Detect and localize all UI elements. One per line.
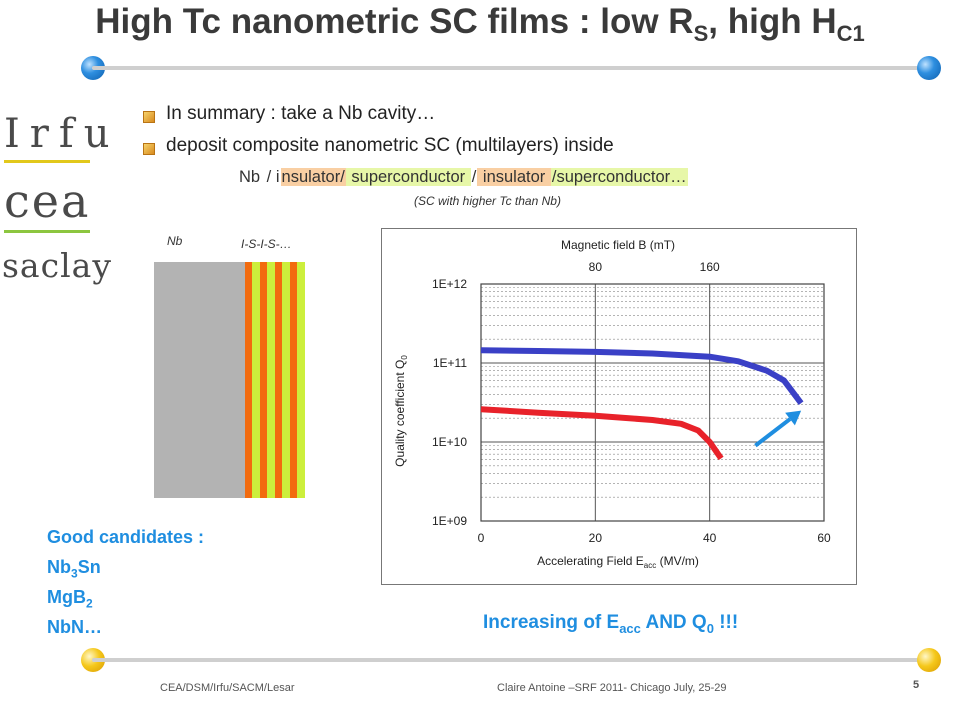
stack-label: I-S-I-S-…: [241, 237, 292, 251]
series-line-1: [480, 406, 724, 461]
saclay-logo: saclay: [2, 246, 112, 285]
top-axis-tick-label: 80: [589, 260, 603, 274]
x-axis-label: Accelerating Field Eacc (MV/m): [537, 554, 699, 570]
irfu-logo: Irfu: [4, 112, 110, 168]
candidate-mgb2: MgB2: [47, 587, 93, 611]
y-axis-label: Quality coefficient Q0: [393, 355, 409, 467]
quality-factor-chart: Magnetic field B (mT) Quality coefficien…: [381, 228, 857, 585]
x-tick-label: 40: [703, 531, 717, 545]
y-tick-label: 1E+11: [433, 356, 467, 370]
improvement-arrow-head: [785, 410, 802, 426]
chart-svg: Magnetic field B (mT) Quality coefficien…: [393, 238, 831, 570]
page-number: 5: [913, 679, 920, 691]
nb-substrate: [154, 262, 245, 498]
cea-logo: cea: [4, 176, 92, 236]
top-right-dot: [917, 56, 941, 80]
bullet-icon: [143, 111, 155, 123]
candidates-heading: Good candidates :: [47, 527, 205, 547]
bullet-icon: [143, 143, 155, 155]
footer-left: CEA/DSM/Irfu/SACM/Lesar: [160, 682, 295, 694]
y-tick-label: 1E+09: [432, 514, 467, 528]
bottom-rule: [92, 658, 928, 662]
series-line-2: [480, 347, 804, 406]
y-tick-label: 1E+12: [432, 277, 467, 291]
chart-title: Magnetic field B (mT): [561, 238, 675, 252]
bullet-text-2: deposit composite nanometric SC (multila…: [166, 135, 614, 156]
x-tick-label: 60: [817, 531, 831, 545]
candidate-nb3sn: Nb3Sn: [47, 557, 101, 581]
bottom-right-dot: [917, 648, 941, 672]
layer-formula: Nb / i nsulator/ superconductor / insulat…: [239, 168, 688, 186]
x-tick-label: 0: [478, 531, 485, 545]
x-tick-label: 20: [589, 531, 603, 545]
multilayer-stack: [245, 262, 305, 498]
improvement-arrow-shaft: [754, 417, 792, 448]
bullet-text-1: In summary : take a Nb cavity…: [166, 103, 436, 124]
footer-center: Claire Antoine –SRF 2011- Chicago July, …: [497, 682, 727, 694]
conclusion-text: Increasing of Eacc AND Q0 !!!: [483, 612, 739, 636]
top-rule: [92, 66, 928, 70]
slide-title: High Tc nanometric SC films : low RS, hi…: [95, 2, 865, 46]
top-axis-tick-label: 160: [700, 260, 720, 274]
formula-note: (SC with higher Tc than Nb): [414, 194, 561, 208]
candidate-nbn: NbN…: [47, 617, 102, 637]
y-tick-label: 1E+10: [432, 435, 467, 449]
nb-layer-label: Nb: [167, 234, 183, 248]
plot-frame: [480, 283, 825, 522]
